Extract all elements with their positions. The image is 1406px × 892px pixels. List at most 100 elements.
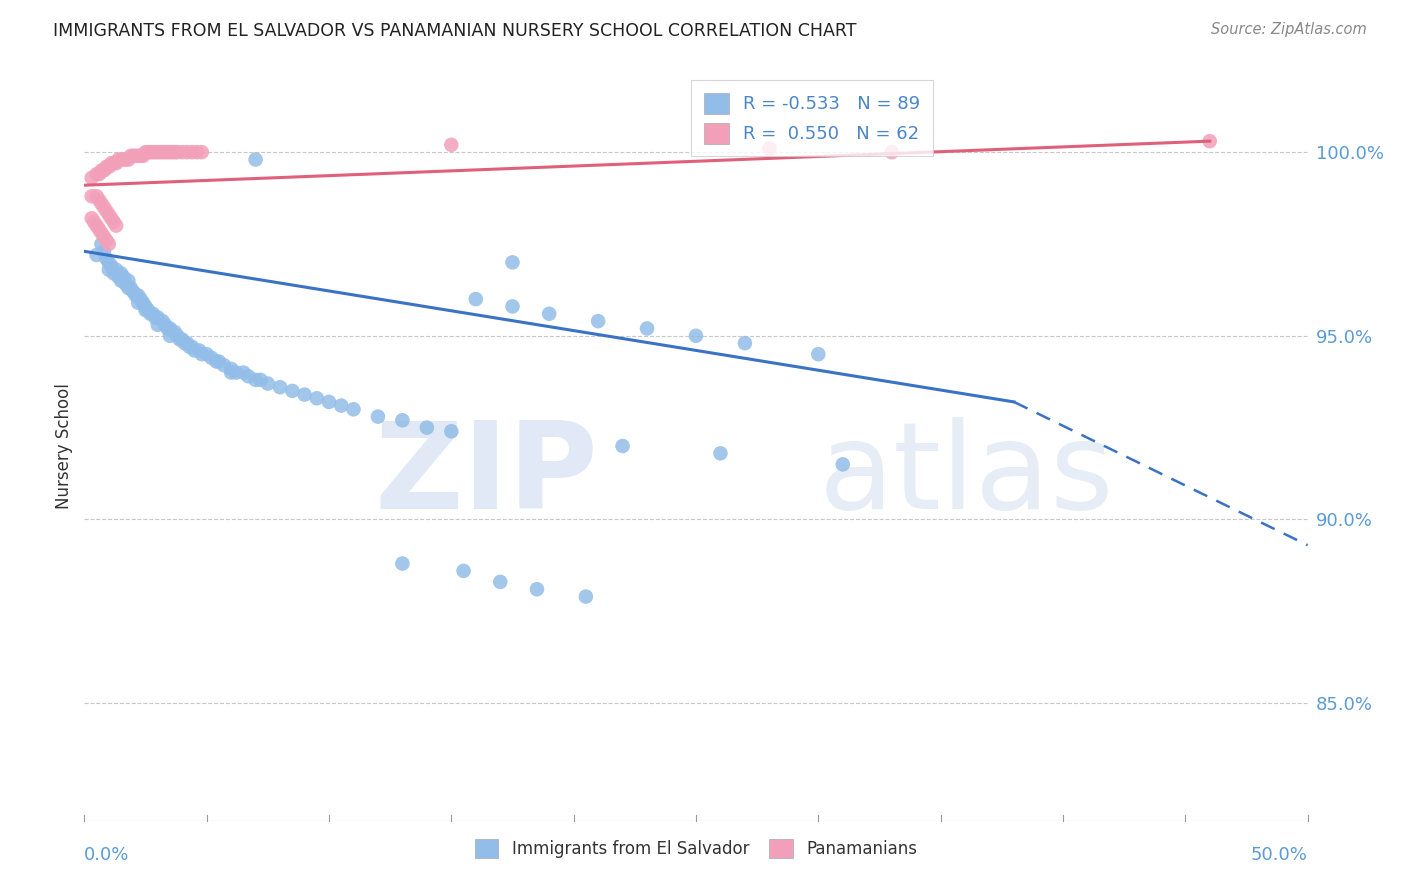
Point [172, 333, 194, 347]
Point [112, 270, 135, 285]
Point [127, 149, 149, 163]
Point [163, 145, 186, 160]
Point [105, 219, 128, 233]
Point [146, 318, 169, 332]
Point [186, 145, 208, 160]
Point [93, 244, 115, 259]
Point [183, 343, 205, 358]
Point [86, 167, 108, 181]
Point [100, 259, 122, 273]
Point [87, 167, 110, 181]
Point [115, 277, 138, 292]
Point [734, 336, 756, 351]
Point [129, 292, 152, 306]
Point [163, 325, 186, 339]
Point [232, 366, 254, 380]
Point [132, 295, 155, 310]
Point [188, 343, 211, 358]
Point [181, 145, 204, 160]
Point [83, 215, 105, 229]
Y-axis label: Nursery School: Nursery School [55, 383, 73, 509]
Point [212, 358, 235, 372]
Point [249, 373, 271, 387]
Point [107, 270, 129, 285]
Point [179, 340, 201, 354]
Point [538, 307, 561, 321]
Point [153, 318, 176, 332]
Point [257, 376, 280, 391]
Point [391, 413, 413, 427]
Point [80, 189, 103, 203]
Point [110, 274, 132, 288]
Point [105, 156, 128, 170]
Point [97, 237, 120, 252]
Point [96, 203, 118, 218]
Point [110, 266, 132, 280]
Point [219, 366, 242, 380]
Point [127, 288, 149, 302]
Point [636, 321, 658, 335]
Point [269, 380, 291, 394]
Point [127, 295, 149, 310]
Point [112, 153, 135, 167]
Point [136, 303, 159, 318]
Point [117, 281, 139, 295]
Point [100, 211, 122, 226]
Point [139, 145, 162, 160]
Point [575, 590, 598, 604]
Point [195, 347, 218, 361]
Point [156, 145, 179, 160]
Point [162, 145, 184, 160]
Point [191, 347, 214, 361]
Point [238, 369, 260, 384]
Point [90, 237, 112, 252]
Point [80, 211, 103, 226]
Point [367, 409, 389, 424]
Point [166, 145, 188, 160]
Point [142, 145, 165, 160]
Point [526, 582, 548, 597]
Point [122, 285, 145, 299]
Point [90, 226, 112, 240]
Point [391, 557, 413, 571]
Point [135, 145, 157, 160]
Point [200, 351, 222, 365]
Point [143, 310, 166, 325]
Point [125, 149, 148, 163]
Point [139, 307, 162, 321]
Point [172, 145, 194, 160]
Point [103, 266, 125, 280]
Point [152, 314, 174, 328]
Point [453, 564, 475, 578]
Point [120, 281, 142, 295]
Point [86, 189, 108, 203]
Point [146, 310, 169, 325]
Point [93, 163, 115, 178]
Point [125, 288, 148, 302]
Point [173, 336, 195, 351]
Point [502, 255, 524, 269]
Point [87, 193, 110, 207]
Point [205, 354, 228, 368]
Point [464, 292, 486, 306]
Point [100, 156, 122, 170]
Text: ZIP: ZIP [374, 417, 598, 534]
Point [176, 145, 198, 160]
Point [122, 149, 145, 163]
Point [685, 328, 707, 343]
Point [416, 420, 439, 434]
Text: IMMIGRANTS FROM EL SALVADOR VS PANAMANIAN NURSERY SCHOOL CORRELATION CHART: IMMIGRANTS FROM EL SALVADOR VS PANAMANIA… [53, 22, 856, 40]
Point [93, 229, 115, 244]
Point [97, 208, 120, 222]
Point [502, 300, 524, 314]
Point [132, 149, 155, 163]
Point [245, 373, 267, 387]
Point [96, 160, 118, 174]
Point [831, 458, 853, 472]
Point [176, 336, 198, 351]
Point [97, 255, 120, 269]
Point [807, 347, 830, 361]
Point [342, 402, 364, 417]
Text: 50.0%: 50.0% [1251, 847, 1308, 864]
Point [90, 196, 112, 211]
